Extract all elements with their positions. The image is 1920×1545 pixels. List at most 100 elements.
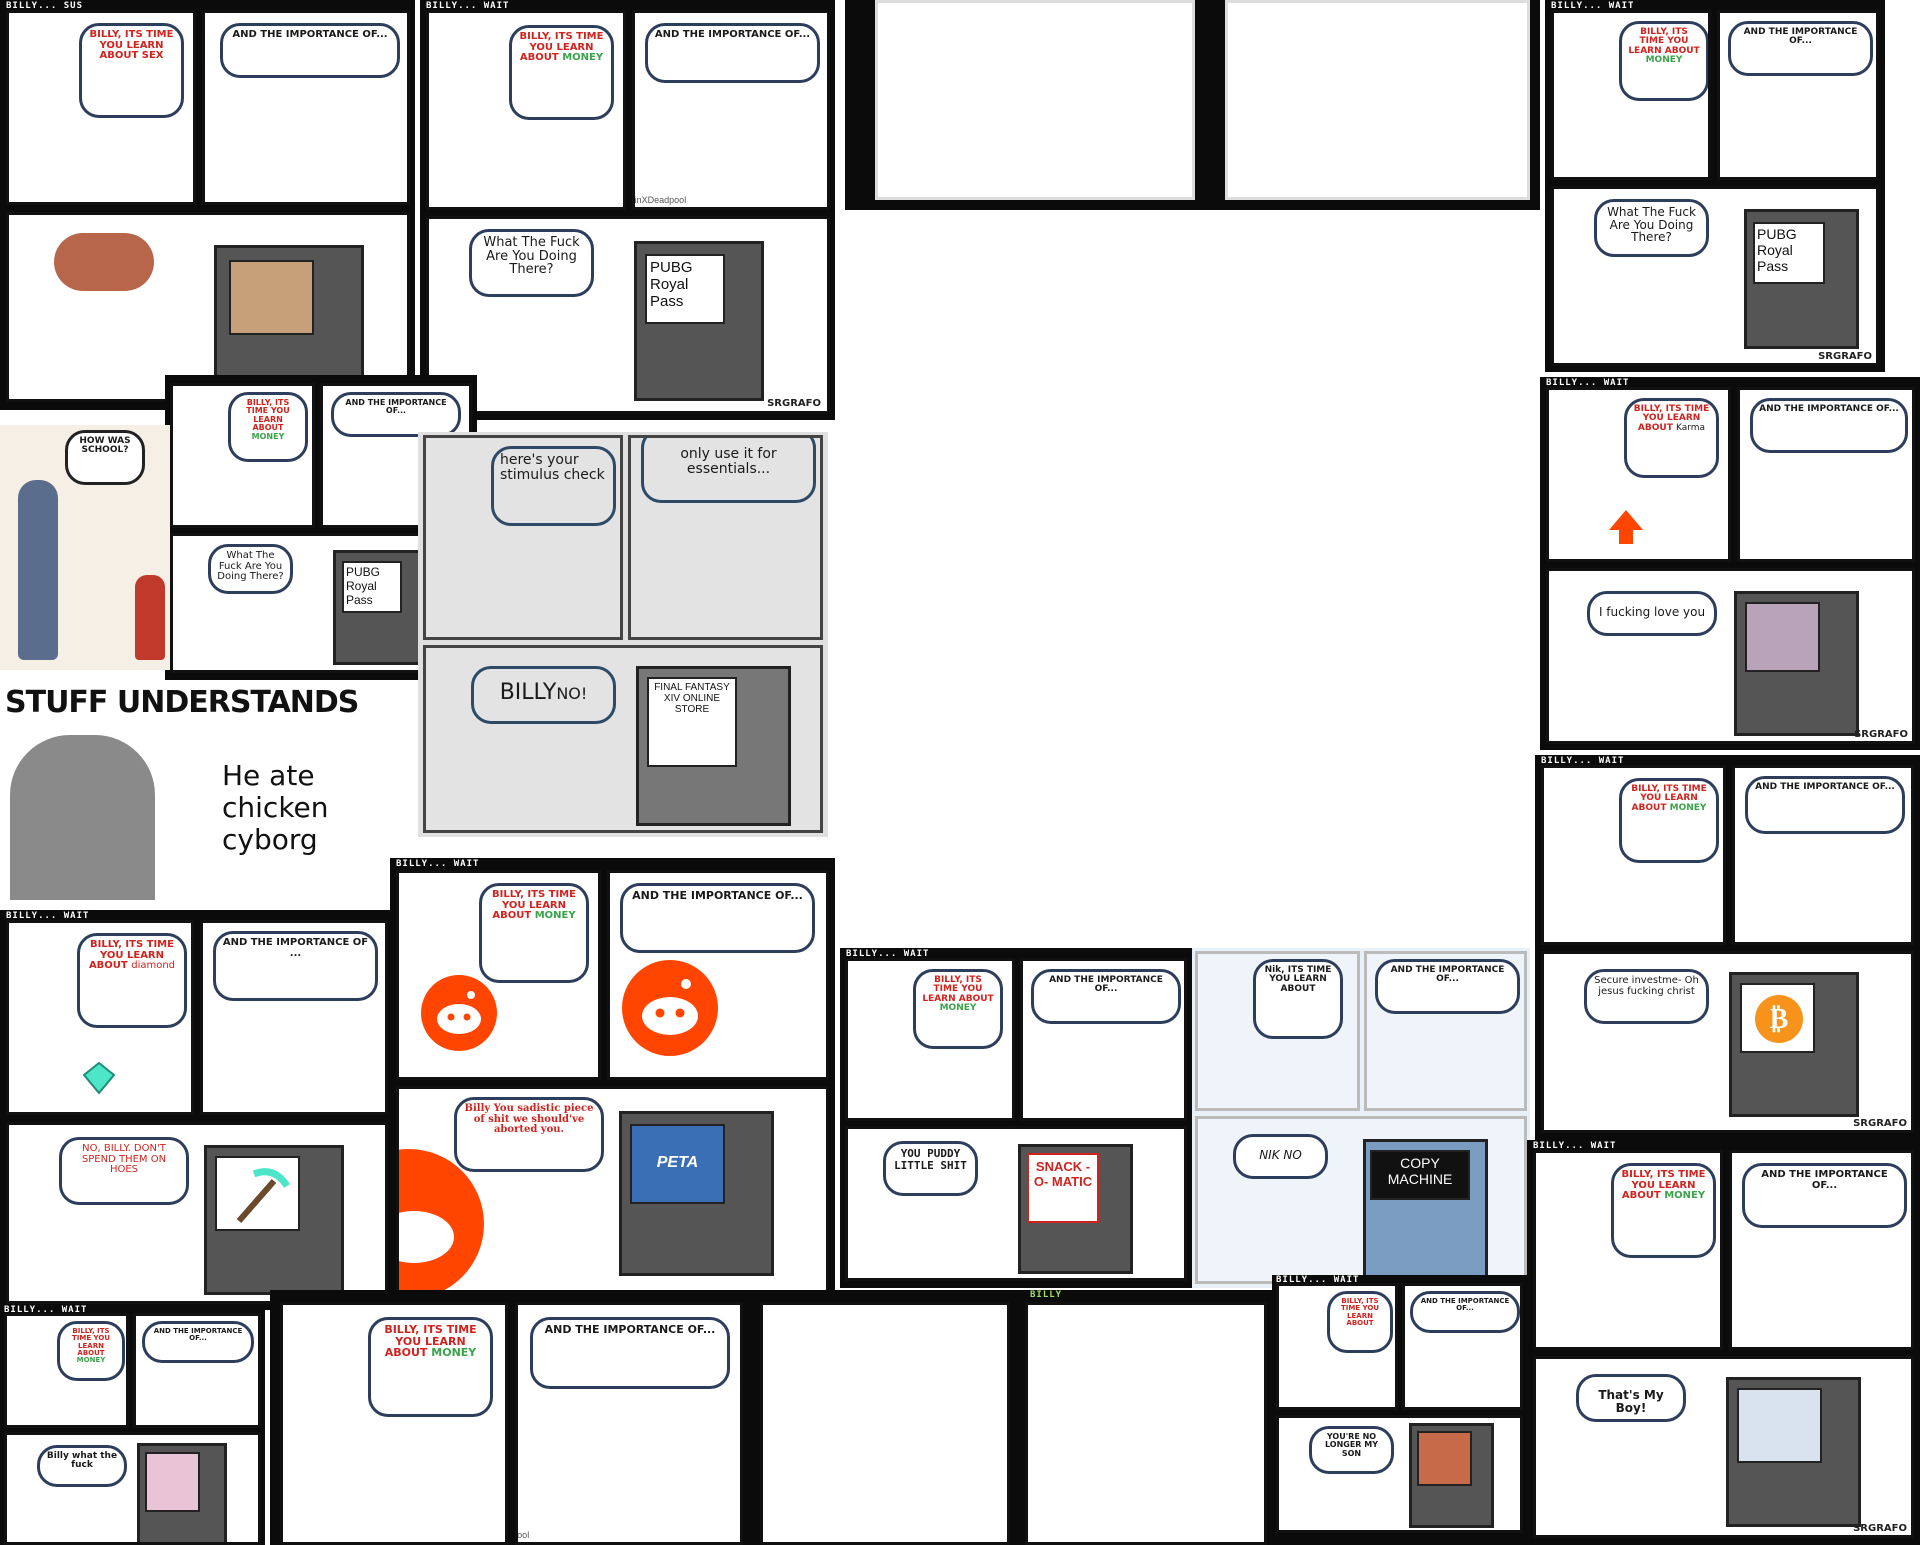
panel-importance: AND THE IMPORTANCE OF... [1364, 951, 1527, 1111]
screen-text: PUBG Royal Pass [1757, 226, 1797, 274]
credit: SRGRAFO [1818, 351, 1872, 362]
bubble-text: AND THE IMPORTANCE OF... [632, 889, 803, 902]
speech-bubble: BILLY, ITS TIME YOU LEARN ABOUT MONEY [913, 969, 1003, 1049]
comic-billy-wtf: BILLY... WAIT BILLY, ITS TIME YOU LEARN … [0, 1305, 265, 1545]
panel-blank-right [1025, 1302, 1267, 1545]
comic-tag: BILLY... WAIT [1533, 1141, 1617, 1151]
bubble-text: BILLY, ITS TIME YOU LEARN ABOUT [1631, 784, 1707, 813]
bubble-highlight: MONEY [1669, 802, 1707, 813]
bubble-text: BILLY, ITS TIME YOU LEARN ABOUT [71, 1327, 111, 1358]
bubble-text: AND THE IMPORTANCE OF... [654, 29, 811, 40]
panel-intro: BILLY, ITS TIME YOU LEARN ABOUT MONEY [396, 870, 601, 1080]
screen-text: PUBG Royal Pass [650, 259, 693, 310]
machine-screen: PUBG Royal Pass [342, 561, 402, 613]
peta-logo-icon: PETA [656, 1154, 699, 1171]
vending-machine: PUBG Royal Pass [634, 241, 764, 401]
bubble-text: BILLY, ITS TIME YOU LEARN ABOUT [922, 975, 994, 1004]
machine-screen-image [1737, 1388, 1822, 1463]
child-figure [135, 575, 165, 660]
bubble-text: AND THE IMPORTANCE OF... [1743, 27, 1858, 47]
bubble-highlight: MONEY [534, 910, 576, 921]
panel-intro: BILLY, ITS TIME YOU LEARN ABOUT MONEY [4, 1313, 129, 1428]
speech-bubble: BILLY, ITS TIME YOU LEARN ABOUT [1327, 1291, 1393, 1353]
headline: STUFF UNDERSTANDS [5, 685, 359, 720]
comic-pubg-right: BILLY... WAIT BILLY, ITS TIME YOU LEARN … [1545, 0, 1885, 372]
comic-billy-sus: BILLY... SUS BILLY, ITS TIME YOU LEARN A… [0, 0, 415, 410]
bitcoin-logo-icon: ₿ [1755, 995, 1803, 1043]
caption: He ate chicken cyborg [222, 759, 329, 857]
credit: SRGRAFO [767, 398, 821, 409]
vending-machine: ₿ [1729, 972, 1859, 1117]
speech-bubble: BILLY, ITS TIME YOU LEARN ABOUT MONEY [1619, 778, 1719, 863]
bubble-text: NO, BILLY. DON'T SPEND THEM ON HOES [81, 1143, 167, 1175]
bubble-text: Billy what the fuck [46, 1451, 118, 1471]
comic-karma: BILLY... WAIT BILLY, ITS TIME YOU LEARN … [1540, 377, 1920, 750]
comic-bitcoin: BILLY... WAIT BILLY, ITS TIME YOU LEARN … [1535, 755, 1920, 1140]
speech-bubble: That's My Boy! [1576, 1374, 1686, 1422]
bubble-text: AND THE IMPORTANCE OF... [153, 1327, 243, 1343]
screen-text: PUBG Royal Pass [346, 565, 381, 607]
bubble-text: NIK NO [1259, 1148, 1302, 1162]
speech-bubble: What The Fuck Are You Doing There? [469, 229, 594, 297]
panel-punchline: Billy what the fuck [4, 1432, 261, 1545]
panel-punchline: What The Fuck Are You Doing There? PUBG … [1551, 186, 1879, 366]
machine-screen-image [1417, 1431, 1472, 1486]
panel-punchline: What The Fuck Are You Doing There? PUBG … [426, 216, 830, 414]
vending-machine [1409, 1423, 1494, 1528]
bubble-highlight: MONEY [1645, 55, 1683, 66]
speech-bubble: BILLY, ITS TIME YOU LEARN ABOUT MONEY [368, 1317, 493, 1417]
bubble-text: BILLY, ITS TIME YOU LEARN ABOUT [492, 889, 576, 921]
upvote-arrow-icon [1609, 510, 1643, 544]
bubble-highlight: Karma [1675, 422, 1706, 433]
bubble-text: AND THE IMPORTANCE OF... [544, 1323, 716, 1336]
panel-intro: here's your stimulus check [423, 435, 623, 640]
bubble-text: AND THE IMPORTANCE OF... [1390, 965, 1505, 985]
reddit-logo-icon [421, 975, 497, 1051]
speech-bubble: HOW WAS SCHOOL? [65, 430, 145, 485]
panel-importance: AND THE IMPORTANCE OF... [1020, 958, 1187, 1121]
panel-intro: BILLY, ITS TIME YOU LEARN ABOUT Karma [1546, 387, 1731, 562]
panel-intro: BILLY, ITS TIME YOU LEARN ABOUT MONEY [845, 958, 1015, 1121]
bubble-text: YOU'RE NO LONGER MY SON [1324, 1432, 1379, 1458]
panel-punchline: BILLYNO! FINAL FANTASY XIV ONLINE STORE [423, 645, 823, 833]
bubble-text: AND THE IMPORTANCE OF... [1755, 782, 1895, 792]
vending-machine: PUBG Royal Pass [1744, 209, 1859, 349]
comic-copy-machine: Nik, ITS TIME YOU LEARN ABOUT AND THE IM… [1192, 948, 1530, 1288]
machine-screen: SNACK -O- MATIC [1027, 1153, 1099, 1223]
vending-machine [1734, 591, 1859, 736]
bubble-text: I fucking love you [1598, 605, 1706, 619]
comic-tag: BILLY... WAIT [6, 911, 90, 921]
machine-screen: COPY MACHINE [1370, 1150, 1470, 1200]
speech-bubble: AND THE IMPORTANCE OF... [331, 392, 461, 437]
speech-bubble: BILLY, ITS TIME YOU LEARN ABOUT Karma [1624, 398, 1719, 478]
bubble-text: HOW WAS SCHOOL? [79, 436, 131, 456]
panel-importance: only use it for essentials... [628, 435, 823, 640]
panel-importance: AND THE IMPORTANCE OF... [1729, 1150, 1914, 1350]
watermark: @SachinXDeadpool [517, 1530, 530, 1540]
bubble-highlight: diamond [131, 960, 176, 971]
speech-bubble: AND THE IMPORTANCE OF... [1410, 1291, 1520, 1333]
machine-screen: PETA [630, 1124, 725, 1204]
speech-bubble: AND THE IMPORTANCE OF... [1742, 1163, 1907, 1228]
bubble-text: BILLY, ITS TIME YOU LEARN ABOUT [1621, 1169, 1706, 1201]
bubble-text: That's My Boy! [1598, 1388, 1664, 1415]
comic-no-longer-my-son: BILLY... WAIT BILLY, ITS TIME YOU LEARN … [1272, 1275, 1527, 1545]
panel-intro: BILLY, ITS TIME YOU LEARN ABOUT MONEY [426, 10, 626, 210]
comic-tag: BILLY... WAIT [1546, 378, 1630, 388]
panel-importance: AND THE IMPORTANCE OF... [133, 1313, 261, 1428]
credit: SRGRAFO [1853, 1118, 1907, 1129]
speech-bubble: AND THE IMPORTANCE OF... [1031, 969, 1181, 1024]
bubble-highlight: MONEY [251, 431, 285, 441]
panel-punchline: YOU'RE NO LONGER MY SON [1276, 1415, 1523, 1533]
panel-importance: AND THE IMPORTANCE OF... [1402, 1283, 1523, 1410]
panel-blank-left [875, 0, 1195, 200]
panel-importance: AND THE IMPORTANCE OF... @SachinXDeadpoo… [632, 10, 830, 210]
bubble-text: AND THE IMPORTANCE OF... [232, 29, 388, 40]
bubble-highlight: MONEY [939, 1003, 977, 1014]
credit: SRGRAFO [1854, 729, 1908, 740]
bubble-text: AND THE IMPORTANCE OF ... [222, 937, 369, 959]
comic-blank-panels [845, 0, 1540, 210]
panel-intro: Nik, ITS TIME YOU LEARN ABOUT [1195, 951, 1360, 1111]
panel-importance: AND THE IMPORTANCE OF... [607, 870, 829, 1080]
machine-screen-image [145, 1452, 200, 1512]
